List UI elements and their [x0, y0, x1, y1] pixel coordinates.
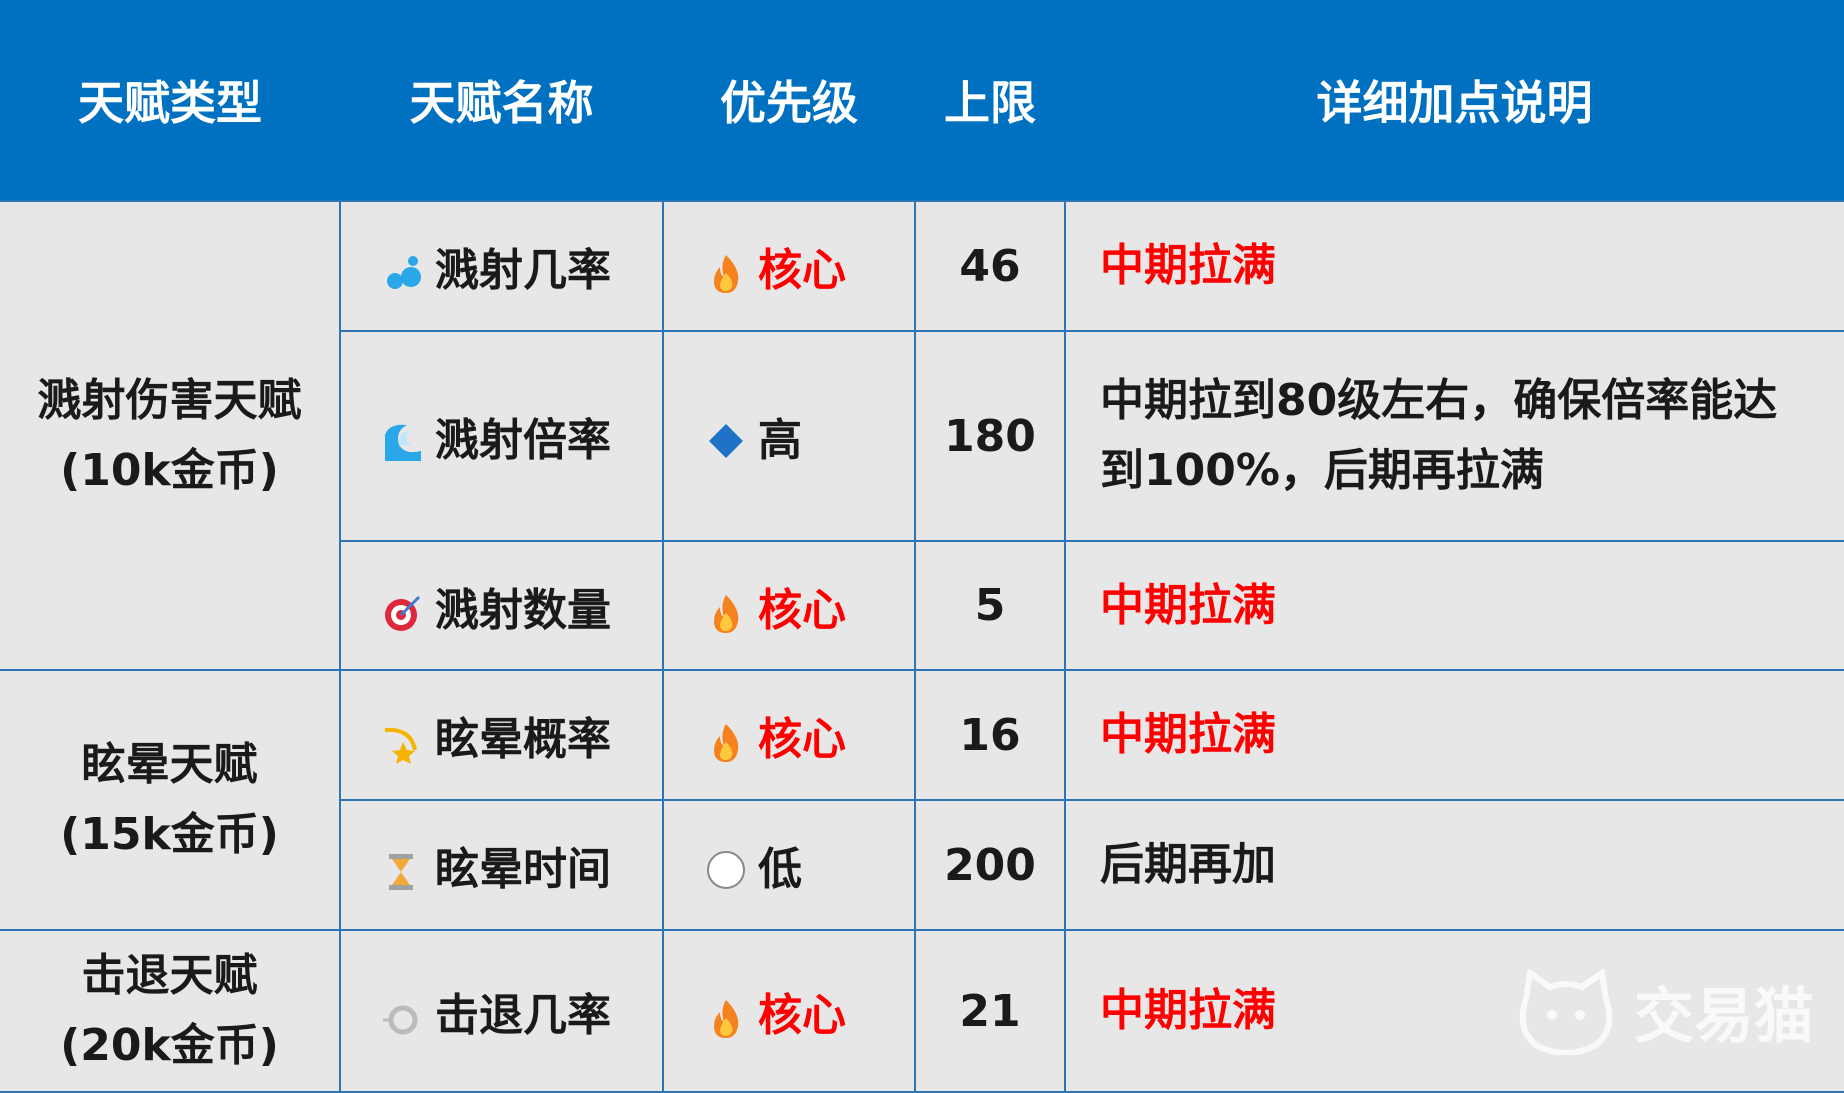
talent-name: 眩晕概率	[435, 714, 611, 765]
name-cell: 击退几率	[339, 929, 664, 1093]
name-cell: 溅射几率	[339, 200, 664, 332]
header-cell: 天赋类型	[0, 0, 340, 202]
limit: 16	[914, 669, 1066, 801]
priority-icon	[714, 255, 739, 293]
table-body: 溅射伤害天赋 (10k金币) 溅射几率 核心 46 中期拉满 溅射倍率高 180 中期拉到80级…	[0, 200, 1844, 1093]
talent-name: 溅射几率	[435, 245, 611, 296]
watermark-logo	[1519, 968, 1613, 1055]
detail: 中期拉满	[1064, 200, 1844, 332]
type-line: (15k金币)	[60, 809, 279, 860]
limit: 180	[914, 330, 1066, 542]
detail: 中期拉满	[1064, 669, 1844, 801]
name-cell: 溅射数量	[340, 540, 664, 671]
priority: 核心	[758, 714, 846, 765]
header-row: 天赋类型 天赋名称 优先级 上限 详细加点说明	[0, 0, 1844, 202]
name-icon	[383, 1005, 418, 1035]
priority: 高	[758, 415, 802, 466]
type-cell: 击退天赋 (20k金币)	[0, 929, 341, 1093]
type-line: 击退天赋	[81, 950, 258, 1001]
limit: 200	[914, 799, 1066, 931]
priority-icon	[709, 424, 743, 458]
detail: 中期拉满	[1064, 540, 1844, 671]
name-icon	[384, 727, 417, 764]
header-cell: 天赋名称	[340, 0, 663, 202]
table-row: 溅射伤害天赋 (10k金币) 溅射几率 核心 46 中期拉满	[0, 200, 1844, 671]
detail: 后期再加	[1064, 799, 1844, 931]
name-icon	[385, 424, 421, 461]
priority-icon	[714, 724, 739, 762]
name-icon	[389, 854, 413, 890]
priority-icon	[714, 1000, 739, 1038]
table-row: 眩晕天赋 (15k金币) 眩晕概率 核心 16 中期拉满	[0, 669, 1844, 931]
priority: 核心	[758, 584, 846, 636]
detail: 中期拉到80级左右，确保倍率能达到100%，后期再拉满	[1064, 330, 1844, 542]
limit: 21	[914, 929, 1066, 1093]
detail: 中期拉满	[1064, 929, 1844, 1093]
talent-name: 溅射数量	[435, 584, 611, 636]
priority-cell: 核心	[662, 540, 916, 671]
priority: 核心	[758, 245, 846, 296]
table-row: 眩晕时间 低 200 后期再加	[0, 799, 1844, 931]
priority-cell: 核心	[662, 929, 916, 1093]
type-cell: 溅射伤害天赋 (10k金币)	[0, 200, 341, 671]
priority: 核心	[758, 990, 846, 1041]
talent-name: 溅射倍率	[435, 415, 611, 466]
header-cell: 优先级	[663, 0, 915, 202]
priority: 低	[758, 844, 802, 895]
priority-icon	[707, 851, 745, 889]
name-icon	[385, 595, 421, 631]
watermark: 交易猫	[1516, 968, 1814, 1055]
type-cell: 眩晕天赋 (15k金币)	[0, 669, 341, 931]
table-row: 溅射倍率 高 180 中期拉到80级左右，确保倍率能达到100%，后期再拉满	[0, 330, 1844, 542]
priority-cell: 核心	[662, 200, 916, 332]
priority-cell: 核心	[662, 669, 916, 801]
name-cell: 眩晕概率	[339, 669, 664, 801]
table-row: 溅射数量 核心 5 中期拉满	[0, 540, 1844, 671]
type-line: 溅射伤害天赋	[37, 374, 302, 426]
limit: 46	[914, 200, 1066, 332]
table-row: 击退天赋 (20k金币) 击退几率 核心 21 中期拉满	[0, 929, 1844, 1093]
header-cell: 详细加点说明	[1065, 0, 1844, 202]
name-cell: 溅射倍率	[340, 330, 664, 542]
type-line: (20k金币)	[60, 1020, 279, 1071]
name-cell: 眩晕时间	[340, 799, 664, 931]
priority-cell: 高	[662, 330, 916, 542]
header-cell: 上限	[915, 0, 1065, 202]
limit: 5	[914, 540, 1066, 671]
priority-cell: 低	[662, 799, 916, 931]
type-line: 眩晕天赋	[81, 739, 258, 790]
talent-name: 眩晕时间	[435, 844, 611, 895]
talent-name: 击退几率	[435, 990, 611, 1041]
name-icon	[387, 256, 421, 289]
type-line: (10k金币)	[60, 444, 279, 496]
priority-icon	[714, 594, 739, 633]
watermark-text: 交易猫	[1634, 982, 1814, 1052]
